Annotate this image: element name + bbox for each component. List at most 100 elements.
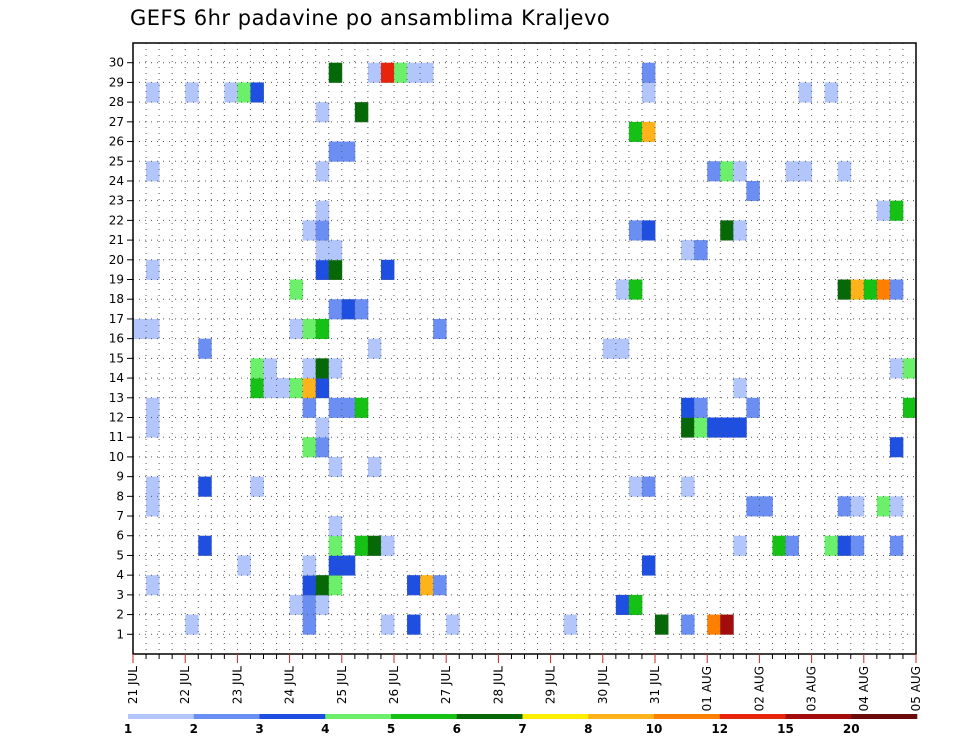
- heatmap-cell: [380, 259, 395, 280]
- heatmap-cell: [733, 417, 747, 438]
- colorbar-swatch: [193, 714, 260, 719]
- heatmap-cell: [341, 555, 356, 576]
- heatmap-cell: [315, 594, 330, 615]
- y-tick-label: 20: [109, 253, 124, 267]
- x-tick-label: 29 JUL: [544, 666, 558, 704]
- heatmap-cell: [302, 397, 317, 418]
- heatmap-cell: [185, 82, 199, 103]
- heatmap-cell: [681, 476, 695, 497]
- heatmap-cell: [785, 535, 799, 556]
- heatmap-cell: [641, 121, 656, 142]
- y-tick-label: 9: [116, 470, 124, 484]
- heatmap-cell: [302, 555, 317, 576]
- heatmap-cell: [615, 338, 630, 359]
- heatmap-cell: [876, 496, 891, 517]
- heatmap-cell: [367, 338, 382, 359]
- heatmap-cell: [289, 318, 304, 340]
- heatmap-cell: [328, 299, 343, 320]
- heatmap-cell: [420, 575, 434, 596]
- heatmap-cell: [733, 535, 747, 556]
- heatmap-cell: [681, 397, 695, 418]
- heatmap-cell: [420, 62, 434, 83]
- colorbar-label: 10: [646, 722, 663, 736]
- y-tick-label: 12: [109, 410, 124, 424]
- heatmap-cell: [876, 279, 891, 300]
- heatmap-cell: [681, 417, 695, 438]
- heatmap-cell: [772, 535, 786, 556]
- x-tick-label: 27 JUL: [439, 666, 453, 704]
- x-axis: 21 JUL 22 JUL 23 JUL 24 JUL 25 JUL 26 JUL 27 J…: [126, 654, 923, 711]
- heatmap-cell: [133, 318, 147, 340]
- heatmap-cell: [354, 102, 369, 123]
- colorbar-label: 4: [321, 722, 329, 736]
- y-tick-label: 22: [109, 213, 124, 227]
- heatmap-cell: [707, 161, 721, 182]
- heatmap-cell: [328, 358, 343, 379]
- y-tick-label: 7: [116, 509, 124, 523]
- heatmap-cell: [146, 496, 160, 517]
- heatmap-cell: [902, 397, 917, 418]
- x-tick-label: 05 AUG: [909, 666, 923, 711]
- heatmap-cell: [602, 338, 617, 359]
- heatmap-cell: [224, 82, 238, 103]
- heatmap-cell: [315, 575, 330, 596]
- heatmap-cell: [328, 575, 343, 596]
- colorbar-swatch: [654, 714, 721, 719]
- heatmap-cell: [146, 259, 160, 280]
- colorbar-swatch: [719, 714, 786, 719]
- colorbar-label: 15: [777, 722, 794, 736]
- heatmap-cell: [641, 82, 656, 103]
- y-tick-label: 27: [109, 115, 124, 129]
- heatmap-cell: [315, 378, 330, 399]
- colorbar-swatch: [325, 714, 392, 719]
- x-tick-label: 02 AUG: [752, 666, 766, 711]
- x-tick-label: 03 AUG: [805, 666, 819, 711]
- colorbar-label: 8: [584, 722, 592, 736]
- heatmap-cell: [837, 279, 852, 300]
- heatmap-cell: [146, 417, 160, 438]
- colorbar-swatch: [128, 714, 195, 719]
- heatmap-cell: [863, 279, 878, 300]
- heatmap-cell: [263, 378, 277, 399]
- heatmap-cell: [250, 82, 264, 103]
- y-tick-label: 15: [109, 351, 124, 365]
- x-tick-label: 21 JUL: [126, 666, 140, 704]
- heatmap-cell: [315, 259, 330, 280]
- heatmap-cell: [328, 535, 343, 556]
- heatmap-cell: [628, 220, 643, 241]
- heatmap-cell: [341, 141, 356, 162]
- heatmap-cell: [315, 161, 330, 182]
- heatmap-cell: [889, 358, 904, 379]
- heatmap-cell: [707, 417, 721, 438]
- heatmap-cell: [354, 397, 369, 418]
- heatmap-cell: [250, 476, 264, 497]
- y-tick-label: 3: [116, 588, 124, 602]
- heatmap-cell: [628, 121, 643, 142]
- heatmap-cell: [302, 220, 317, 241]
- heatmap-cell: [694, 240, 708, 261]
- heatmap-cell: [681, 240, 695, 261]
- heatmap-cell: [798, 161, 812, 182]
- heatmap-cell: [628, 594, 643, 615]
- colorbar-swatch: [522, 714, 589, 719]
- heatmap-cell: [720, 614, 734, 635]
- heatmap-cell: [354, 299, 369, 320]
- heatmap-cell: [733, 378, 747, 399]
- y-tick-label: 6: [116, 529, 124, 543]
- y-axis: 1234567891011121314151617181920212223242…: [109, 56, 133, 641]
- heatmap-cell: [407, 62, 421, 83]
- heatmap-cell: [315, 318, 330, 340]
- heatmap-cell: [380, 535, 395, 556]
- heatmap-cell: [837, 496, 852, 517]
- heatmap-cell: [746, 496, 760, 517]
- heatmap-cell: [850, 279, 865, 300]
- colorbar: 1 2 3 4 5 6 7 8 10 12 15 20: [124, 714, 918, 736]
- heatmap-cell: [641, 62, 656, 83]
- heatmap-cell: [302, 358, 317, 379]
- heatmap-cell: [185, 614, 199, 635]
- heatmap-cell: [328, 555, 343, 576]
- heatmap-cell: [837, 535, 852, 556]
- heatmap-cell: [315, 102, 330, 123]
- heatmap-cell: [146, 82, 160, 103]
